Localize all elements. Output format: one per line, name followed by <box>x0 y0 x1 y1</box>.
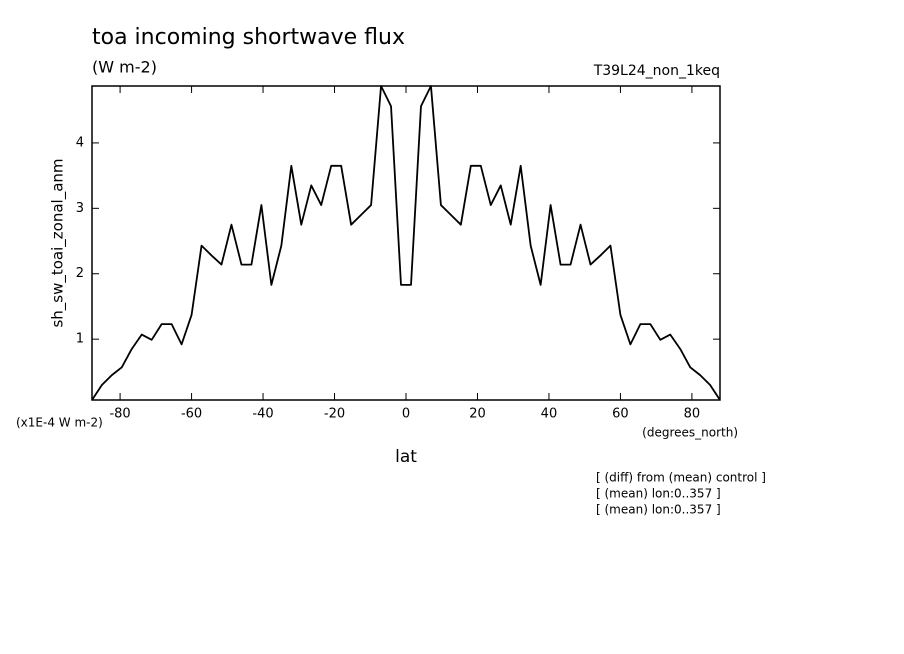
y-tick-label: 3 <box>76 201 84 216</box>
y-axis-label: sh_sw_toai_zonal_anm <box>49 158 68 327</box>
y-units: (x1E-4 W m-2) <box>16 416 103 430</box>
experiment-label: T39L24_non_1keq <box>593 63 720 79</box>
x-tick-label: 80 <box>684 407 701 422</box>
note: [ (mean) lon:0..357 ] <box>596 487 721 501</box>
x-units: (degrees_north) <box>642 426 738 440</box>
chart-title: toa incoming shortwave flux <box>92 25 405 50</box>
x-axis-label: lat <box>395 447 417 467</box>
x-tick-label: 20 <box>469 407 486 422</box>
x-tick-label: -20 <box>324 407 345 422</box>
x-tick-label: 0 <box>402 407 410 422</box>
x-tick-label: -40 <box>252 407 273 422</box>
note: [ (diff) from (mean) control ] <box>596 471 766 485</box>
note: [ (mean) lon:0..357 ] <box>596 503 721 517</box>
x-tick-label: 60 <box>612 407 629 422</box>
y-tick-label: 4 <box>76 135 84 150</box>
data-line <box>91 85 721 401</box>
x-tick-label: 40 <box>541 407 558 422</box>
x-tick-label: -80 <box>109 407 130 422</box>
y-tick-label: 2 <box>76 266 84 281</box>
x-tick-label: -60 <box>181 407 202 422</box>
chart-subtitle: (W m-2) <box>92 58 157 77</box>
plot-frame <box>91 85 721 401</box>
y-tick-label: 1 <box>76 332 84 347</box>
